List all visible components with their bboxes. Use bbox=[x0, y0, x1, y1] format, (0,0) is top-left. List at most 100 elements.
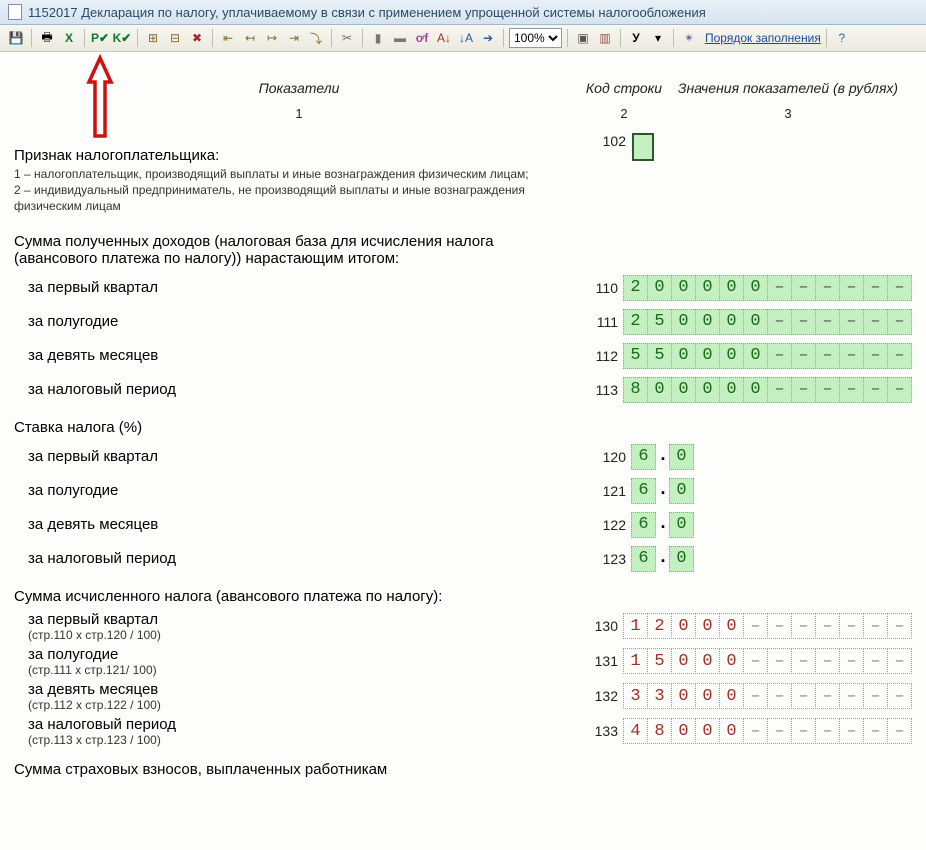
input-102[interactable] bbox=[632, 133, 654, 161]
remove-section-icon[interactable]: ✖ bbox=[187, 28, 207, 48]
value-cell: 1 bbox=[623, 648, 648, 674]
arrow-right-icon[interactable]: ➔ bbox=[478, 28, 498, 48]
block2-icon[interactable]: ▬ bbox=[390, 28, 410, 48]
rate-int-cell[interactable]: 6 bbox=[631, 444, 656, 470]
print-icon[interactable]: 🖶 bbox=[37, 28, 57, 48]
value-cell[interactable]: 2 bbox=[623, 275, 648, 301]
row-label: за первый квартал(стр.110 х стр.120 / 10… bbox=[14, 611, 577, 642]
value-cell: 0 bbox=[671, 648, 696, 674]
value-cell[interactable]: 0 bbox=[671, 275, 696, 301]
value-cell[interactable]: 0 bbox=[695, 309, 720, 335]
row-label: за девять месяцев(стр.112 х стр.122 / 10… bbox=[14, 681, 577, 712]
value-cell[interactable]: 0 bbox=[647, 275, 672, 301]
income-group-title: Сумма полученных доходов (налоговая база… bbox=[14, 233, 574, 267]
rate-int-cell[interactable]: 6 bbox=[631, 512, 656, 538]
view2-icon[interactable]: ▥ bbox=[595, 28, 615, 48]
value-cell: 0 bbox=[695, 648, 720, 674]
rate-frac-cell[interactable]: 0 bbox=[669, 546, 694, 572]
empty-cell: – bbox=[887, 718, 912, 744]
value-cell[interactable]: 8 bbox=[623, 377, 648, 403]
value-cells[interactable]: 800000–––––– bbox=[624, 377, 912, 403]
nav2-icon[interactable]: ↤ bbox=[240, 28, 260, 48]
value-cells[interactable]: 550000–––––– bbox=[624, 343, 912, 369]
empty-cell: – bbox=[863, 275, 888, 301]
nav4-icon[interactable]: ⇥ bbox=[284, 28, 304, 48]
header-values: Значения показателей (в рублях) bbox=[664, 80, 912, 96]
zoom-select[interactable]: 100% bbox=[509, 28, 562, 48]
settings-icon[interactable]: ✴ bbox=[679, 28, 699, 48]
empty-cell: – bbox=[743, 683, 768, 709]
font-icon[interactable]: ơf bbox=[412, 28, 432, 48]
value-cell[interactable]: 0 bbox=[743, 343, 768, 369]
value-cell[interactable]: 5 bbox=[647, 309, 672, 335]
value-cell[interactable]: 0 bbox=[671, 343, 696, 369]
view1-icon[interactable]: ▣ bbox=[573, 28, 593, 48]
rate-cells[interactable]: 6.0 bbox=[632, 512, 694, 538]
row-label: за налоговый период bbox=[14, 381, 577, 398]
check-p-icon[interactable]: P✔ bbox=[90, 28, 110, 48]
empty-cell: – bbox=[887, 648, 912, 674]
value-cell[interactable]: 0 bbox=[695, 275, 720, 301]
rate-frac-cell[interactable]: 0 bbox=[669, 512, 694, 538]
nav5-icon[interactable]: ⤵ bbox=[306, 28, 326, 48]
value-cell[interactable]: 0 bbox=[743, 275, 768, 301]
value-cell[interactable]: 0 bbox=[719, 377, 744, 403]
empty-cell: – bbox=[791, 275, 816, 301]
row-code: 112 bbox=[577, 348, 624, 364]
rate-int-cell[interactable]: 6 bbox=[631, 546, 656, 572]
empty-cell: – bbox=[767, 648, 792, 674]
u-icon[interactable]: У bbox=[626, 28, 646, 48]
empty-cell: – bbox=[863, 343, 888, 369]
help-icon[interactable]: ? bbox=[832, 28, 852, 48]
rate-frac-cell[interactable]: 0 bbox=[669, 444, 694, 470]
empty-cell: – bbox=[815, 275, 840, 301]
value-cells: 48000––––––– bbox=[624, 718, 912, 744]
block1-icon[interactable]: ▮ bbox=[368, 28, 388, 48]
sort-desc-icon[interactable]: ↓A bbox=[456, 28, 476, 48]
nav1-icon[interactable]: ⇤ bbox=[218, 28, 238, 48]
empty-cell: – bbox=[887, 613, 912, 639]
value-cell[interactable]: 5 bbox=[623, 343, 648, 369]
rate-cells[interactable]: 6.0 bbox=[632, 546, 694, 572]
excel-icon[interactable]: X bbox=[59, 28, 79, 48]
rate-int-cell[interactable]: 6 bbox=[631, 478, 656, 504]
check-k-icon[interactable]: K✔ bbox=[112, 28, 132, 48]
row-label: за первый квартал bbox=[14, 279, 577, 296]
cut-icon[interactable]: ✂ bbox=[337, 28, 357, 48]
add-section-icon[interactable]: ⊞ bbox=[143, 28, 163, 48]
dropdown-icon[interactable]: ▾ bbox=[648, 28, 668, 48]
empty-cell: – bbox=[839, 613, 864, 639]
value-cells[interactable]: 200000–––––– bbox=[624, 275, 912, 301]
value-cell: 8 bbox=[647, 718, 672, 744]
rate-frac-cell[interactable]: 0 bbox=[669, 478, 694, 504]
save-icon[interactable]: 💾 bbox=[6, 28, 26, 48]
value-cell[interactable]: 0 bbox=[719, 309, 744, 335]
empty-cell: – bbox=[743, 648, 768, 674]
value-cell[interactable]: 0 bbox=[671, 377, 696, 403]
value-cell[interactable]: 0 bbox=[695, 377, 720, 403]
value-cell[interactable]: 0 bbox=[647, 377, 672, 403]
value-cell[interactable]: 0 bbox=[719, 343, 744, 369]
value-cell[interactable]: 0 bbox=[695, 343, 720, 369]
rate-cells[interactable]: 6.0 bbox=[632, 478, 694, 504]
empty-cell: – bbox=[839, 648, 864, 674]
value-cell[interactable]: 2 bbox=[623, 309, 648, 335]
sort-asc-icon[interactable]: A↓ bbox=[434, 28, 454, 48]
copy-section-icon[interactable]: ⊟ bbox=[165, 28, 185, 48]
value-cell[interactable]: 0 bbox=[671, 309, 696, 335]
rate-cells[interactable]: 6.0 bbox=[632, 444, 694, 470]
empty-cell: – bbox=[767, 343, 792, 369]
nav3-icon[interactable]: ↦ bbox=[262, 28, 282, 48]
value-cell: 0 bbox=[719, 683, 744, 709]
value-cell[interactable]: 0 bbox=[743, 309, 768, 335]
row-code: 133 bbox=[577, 723, 624, 739]
fill-order-link[interactable]: Порядок заполнения bbox=[705, 31, 821, 45]
empty-cell: – bbox=[767, 309, 792, 335]
value-cell[interactable]: 0 bbox=[719, 275, 744, 301]
value-cells[interactable]: 250000–––––– bbox=[624, 309, 912, 335]
empty-cell: – bbox=[839, 718, 864, 744]
value-cell[interactable]: 5 bbox=[647, 343, 672, 369]
row-code: 123 bbox=[584, 551, 632, 567]
header-col2-num: 2 bbox=[584, 106, 664, 121]
value-cell[interactable]: 0 bbox=[743, 377, 768, 403]
